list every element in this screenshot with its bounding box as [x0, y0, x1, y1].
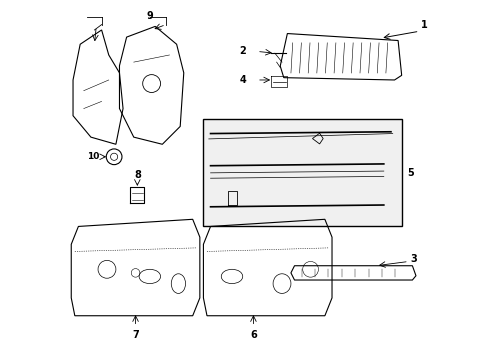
Text: 10: 10 [87, 152, 100, 161]
Bar [203, 119, 401, 226]
Text: 8: 8 [134, 170, 141, 180]
Text: 3: 3 [410, 253, 416, 264]
Text: 9: 9 [146, 11, 153, 21]
Text: 1: 1 [421, 20, 427, 30]
Text: 5: 5 [406, 168, 413, 178]
Text: 2: 2 [239, 46, 246, 57]
Text: 4: 4 [239, 75, 246, 85]
Text: 7: 7 [132, 330, 139, 340]
Text: 6: 6 [249, 330, 256, 340]
